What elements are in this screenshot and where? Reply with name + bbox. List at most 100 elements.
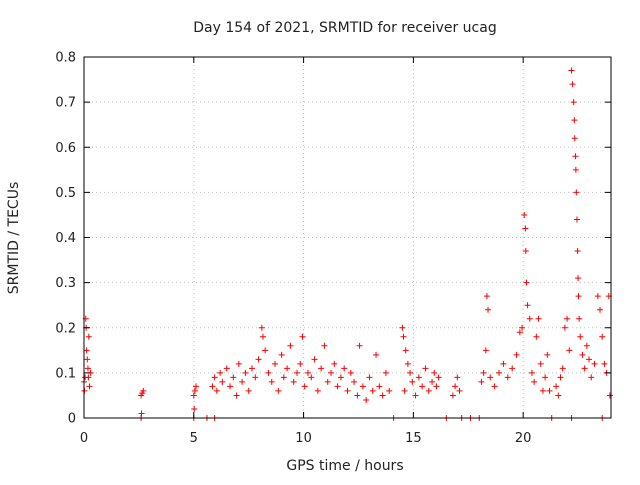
data-point	[258, 324, 265, 331]
data-point	[570, 99, 577, 106]
data-point	[573, 216, 580, 223]
x-tick-label: 5	[190, 431, 198, 446]
data-point	[599, 333, 606, 340]
data-point	[268, 378, 275, 385]
data-point	[454, 374, 461, 381]
y-tick-label: 0.6	[55, 141, 76, 156]
data-point	[509, 365, 516, 372]
data-point	[287, 342, 294, 349]
data-point	[452, 383, 459, 390]
data-point	[576, 315, 583, 322]
data-point	[537, 360, 544, 367]
x-axis-title: GPS time / hours	[286, 458, 403, 474]
data-point	[513, 351, 520, 358]
data-point	[369, 387, 376, 394]
data-point	[597, 306, 604, 313]
data-point	[318, 365, 325, 372]
data-point	[363, 396, 370, 403]
data-point	[528, 369, 535, 376]
data-point	[401, 387, 408, 394]
y-tick-label: 0.4	[55, 231, 76, 246]
data-point	[211, 374, 218, 381]
data-point	[213, 387, 220, 394]
data-point	[341, 365, 348, 372]
data-point	[539, 387, 546, 394]
data-point	[496, 369, 503, 376]
data-point	[577, 333, 584, 340]
data-point	[308, 374, 315, 381]
data-point	[242, 369, 249, 376]
data-point	[84, 365, 91, 372]
data-point	[523, 279, 530, 286]
data-point	[559, 365, 566, 372]
y-tick-label: 0.3	[55, 276, 76, 291]
data-point	[301, 383, 308, 390]
data-point	[86, 383, 93, 390]
data-point	[449, 392, 456, 399]
data-point	[433, 383, 440, 390]
data-point	[265, 369, 272, 376]
x-tick-label: 15	[405, 431, 422, 446]
data-point	[85, 333, 92, 340]
data-point	[566, 347, 573, 354]
data-point	[485, 306, 492, 313]
data-point	[331, 360, 338, 367]
data-points	[81, 67, 613, 421]
data-point	[209, 383, 216, 390]
data-point	[351, 378, 358, 385]
data-point	[373, 351, 380, 358]
data-point	[314, 387, 321, 394]
data-point	[487, 374, 494, 381]
grid-layer	[84, 57, 611, 418]
data-point	[272, 360, 279, 367]
data-point	[588, 374, 595, 381]
data-point	[304, 369, 311, 376]
data-point	[522, 225, 529, 232]
x-tick-label: 20	[515, 431, 532, 446]
data-point	[480, 369, 487, 376]
data-point	[248, 365, 255, 372]
data-point	[522, 248, 529, 255]
data-point	[400, 333, 407, 340]
data-point	[262, 347, 269, 354]
data-point	[399, 324, 406, 331]
data-point	[516, 329, 523, 336]
data-point	[431, 369, 438, 376]
data-point	[575, 275, 582, 282]
data-point	[572, 153, 579, 160]
data-point	[230, 374, 237, 381]
data-point	[290, 378, 297, 385]
data-point	[191, 405, 198, 412]
data-point	[321, 342, 328, 349]
data-point	[356, 342, 363, 349]
data-point	[574, 248, 581, 255]
data-point	[293, 369, 300, 376]
data-point	[533, 333, 540, 340]
data-point	[190, 392, 197, 399]
data-point	[491, 383, 498, 390]
data-point	[84, 356, 91, 363]
data-point	[561, 324, 568, 331]
data-point	[280, 374, 287, 381]
x-tick-label: 10	[295, 431, 312, 446]
axes: 0 0.1 0.2 0.3 0.4 0.5 0.6 0.7 0.8 0 5 10 15 20	[55, 51, 611, 446]
y-tick-label: 0.1	[55, 366, 76, 381]
y-tick-label: 0.2	[55, 321, 76, 336]
data-point	[524, 302, 531, 309]
data-point	[606, 392, 613, 399]
y-tick-label: 0.8	[55, 51, 76, 66]
data-point	[259, 333, 266, 340]
chart-title: Day 154 of 2021, SRMTID for receiver uca…	[193, 20, 496, 36]
data-point	[542, 374, 549, 381]
plot-frame	[83, 56, 612, 419]
data-point	[239, 378, 246, 385]
data-point	[252, 374, 259, 381]
data-point	[140, 387, 147, 394]
data-point	[366, 374, 373, 381]
data-point	[419, 383, 426, 390]
data-point	[328, 369, 335, 376]
data-point	[219, 378, 226, 385]
data-point	[500, 360, 507, 367]
data-point	[347, 369, 354, 376]
data-point	[519, 324, 526, 331]
